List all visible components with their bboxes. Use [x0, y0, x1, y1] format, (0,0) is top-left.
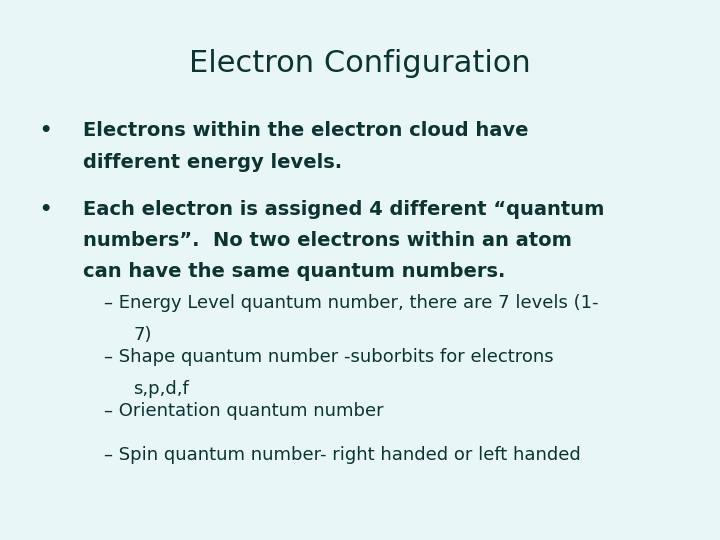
Text: can have the same quantum numbers.: can have the same quantum numbers. [83, 262, 505, 281]
Text: 7): 7) [133, 326, 152, 343]
Text: •: • [40, 122, 52, 140]
Text: Each electron is assigned 4 different “quantum: Each electron is assigned 4 different “q… [83, 200, 604, 219]
Text: s,p,d,f: s,p,d,f [133, 380, 189, 397]
Text: different energy levels.: different energy levels. [83, 153, 342, 172]
Text: numbers”.  No two electrons within an atom: numbers”. No two electrons within an ato… [83, 231, 572, 250]
Text: – Energy Level quantum number, there are 7 levels (1-: – Energy Level quantum number, there are… [104, 294, 599, 312]
Text: Electrons within the electron cloud have: Electrons within the electron cloud have [83, 122, 528, 140]
Text: •: • [40, 200, 52, 219]
Text: – Orientation quantum number: – Orientation quantum number [104, 402, 384, 420]
Text: Electron Configuration: Electron Configuration [189, 49, 531, 78]
Text: – Shape quantum number -suborbits for electrons: – Shape quantum number -suborbits for el… [104, 348, 554, 366]
Text: – Spin quantum number- right handed or left handed: – Spin quantum number- right handed or l… [104, 446, 581, 463]
